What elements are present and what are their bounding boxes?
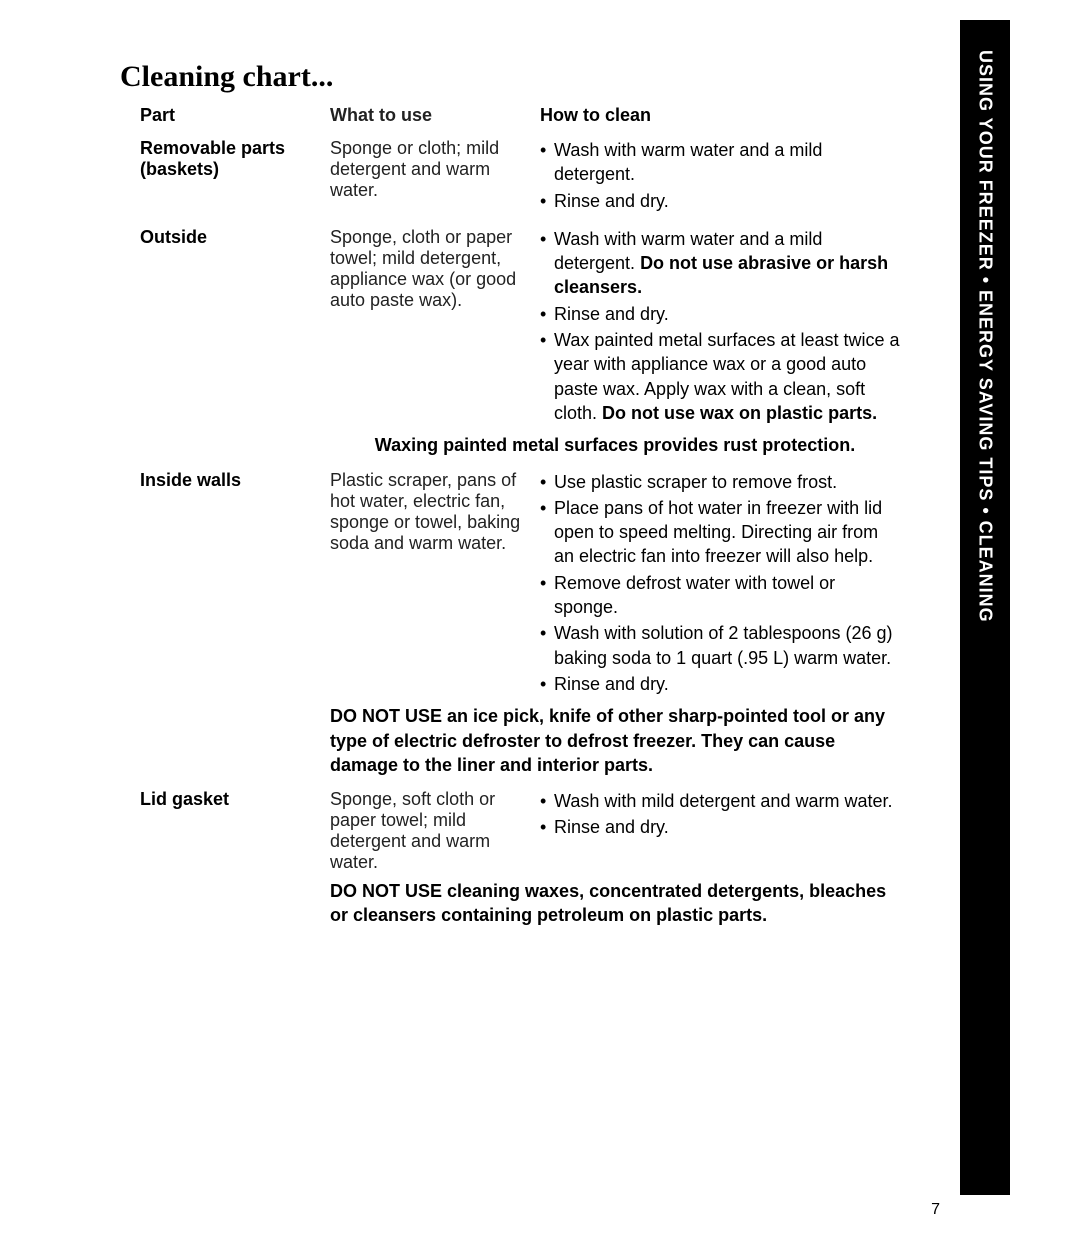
clean-item: Rinse and dry. [540,189,900,213]
clean-cell: Use plastic scraper to remove frost. Pla… [540,470,900,699]
part-label: (baskets) [140,159,219,179]
use-cell: Sponge, soft cloth or paper towel; mild … [330,789,540,873]
clean-item: Remove defrost water with towel or spong… [540,571,900,620]
clean-item: Rinse and dry. [540,815,900,839]
clean-item: Use plastic scraper to remove frost. [540,470,900,494]
clean-cell: Wash with mild detergent and warm water.… [540,789,900,842]
clean-cell: Wash with warm water and a mild detergen… [540,227,900,427]
page-title: Cleaning chart... [120,60,333,94]
table-row: Lid gasket Sponge, soft cloth or paper t… [140,789,900,873]
cleaning-chart: Part What to use How to clean Removable … [140,105,900,932]
use-cell: Sponge or cloth; mild detergent and warm… [330,138,540,201]
part-cell: Removable parts (baskets) [140,138,330,180]
part-label: Removable parts [140,138,285,158]
note-waxing: Waxing painted metal surfaces provides r… [330,433,900,457]
sidebar-text: USING YOUR FREEZER • ENERGY SAVING TIPS … [975,50,996,623]
clean-item: Wash with mild detergent and warm water. [540,789,900,813]
clean-item: Rinse and dry. [540,672,900,696]
clean-item: Place pans of hot water in freezer with … [540,496,900,569]
table-row: Outside Sponge, cloth or paper towel; mi… [140,227,900,427]
part-cell: Lid gasket [140,789,330,810]
sidebar-tab: USING YOUR FREEZER • ENERGY SAVING TIPS … [960,20,1010,1195]
note-do-not-use-cleaning-waxes: DO NOT USE cleaning waxes, concentrated … [330,879,900,928]
table-header: Part What to use How to clean [140,105,900,126]
clean-item: Wax painted metal surfaces at least twic… [540,328,900,425]
table-row: Removable parts (baskets) Sponge or clot… [140,138,900,215]
clean-item: Rinse and dry. [540,302,900,326]
note-do-not-use-tools: DO NOT USE an ice pick, knife of other s… [330,704,900,777]
use-cell: Sponge, cloth or paper towel; mild deter… [330,227,540,311]
clean-cell: Wash with warm water and a mild detergen… [540,138,900,215]
use-cell: Plastic scraper, pans of hot water, elec… [330,470,540,554]
clean-item: Wash with warm water and a mild detergen… [540,138,900,187]
clean-item: Wash with solution of 2 tablespoons (26 … [540,621,900,670]
clean-text-bold: Do not use wax on plastic parts. [602,403,877,423]
clean-item: Wash with warm water and a mild detergen… [540,227,900,300]
header-part: Part [140,105,330,126]
part-cell: Outside [140,227,330,248]
page-number: 7 [931,1201,940,1219]
part-cell: Inside walls [140,470,330,491]
table-row: Inside walls Plastic scraper, pans of ho… [140,470,900,699]
header-what-to-use: What to use [330,105,540,126]
header-how-to-clean: How to clean [540,105,900,126]
